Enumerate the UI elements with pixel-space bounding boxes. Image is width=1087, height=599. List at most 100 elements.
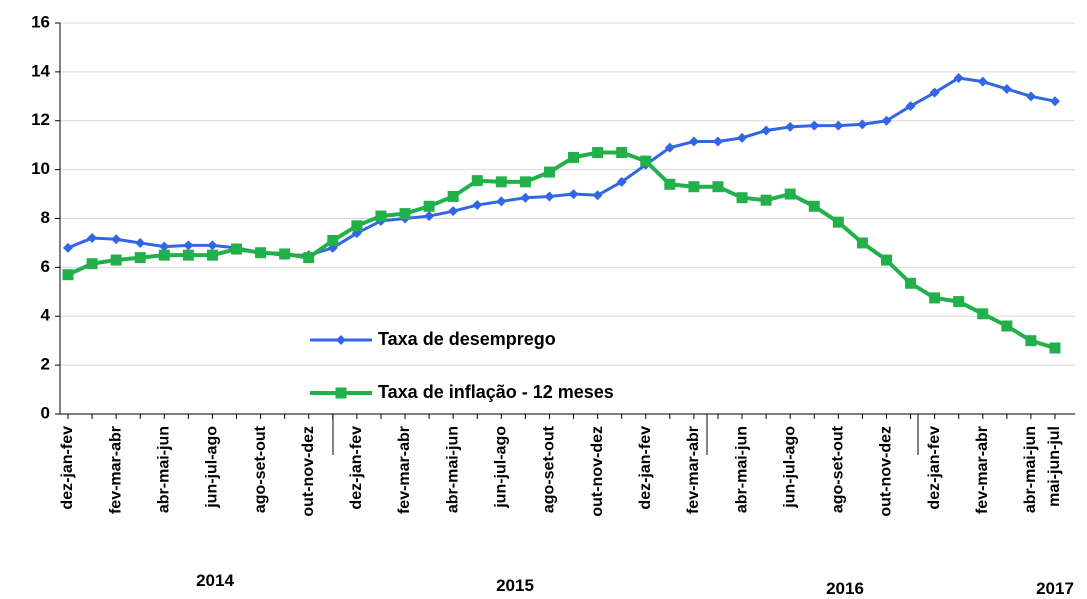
year-label: 2015 bbox=[496, 576, 534, 595]
data-point bbox=[640, 155, 652, 167]
data-point bbox=[447, 191, 459, 203]
data-point bbox=[86, 258, 98, 270]
y-tick-label: 12 bbox=[31, 110, 50, 129]
data-point bbox=[303, 252, 315, 264]
data-point bbox=[1001, 320, 1013, 332]
data-point bbox=[424, 211, 435, 222]
data-point bbox=[761, 125, 772, 136]
x-tick-label: jun-jul-ago bbox=[493, 426, 510, 509]
data-point bbox=[327, 234, 339, 246]
data-point bbox=[688, 181, 700, 193]
data-point bbox=[736, 192, 748, 204]
data-point bbox=[207, 240, 218, 251]
data-point bbox=[135, 237, 146, 248]
data-point bbox=[520, 192, 531, 203]
x-tick-label: mai-jun-jul bbox=[1046, 426, 1063, 507]
data-point bbox=[182, 249, 194, 261]
data-point bbox=[592, 147, 604, 159]
x-tick-label: abr-mai-jun bbox=[733, 426, 750, 513]
data-point bbox=[158, 249, 170, 261]
data-point bbox=[929, 292, 941, 304]
data-point bbox=[399, 208, 411, 220]
data-point bbox=[905, 277, 917, 289]
data-point bbox=[183, 240, 194, 251]
data-point bbox=[760, 194, 772, 206]
data-point bbox=[1025, 335, 1037, 347]
data-point bbox=[159, 241, 170, 252]
x-tick-label: dez-jan-fev bbox=[637, 426, 654, 510]
data-point bbox=[664, 142, 675, 153]
data-point bbox=[809, 120, 820, 131]
x-tick-label: abr-mai-jun bbox=[156, 426, 173, 513]
x-tick-label: dez-jan-fev bbox=[926, 426, 943, 510]
legend-label: Taxa de desemprego bbox=[378, 329, 556, 349]
x-tick-label: ago-set-out bbox=[830, 425, 847, 513]
data-point bbox=[616, 176, 627, 187]
data-point bbox=[712, 181, 724, 193]
data-point bbox=[423, 200, 435, 212]
data-point bbox=[905, 101, 916, 112]
data-point bbox=[255, 247, 267, 259]
data-point bbox=[279, 248, 291, 260]
data-point bbox=[110, 254, 122, 266]
data-point bbox=[712, 136, 723, 147]
data-point bbox=[1025, 91, 1036, 102]
data-point bbox=[832, 216, 844, 228]
x-tick-label: dez-jan-fev bbox=[59, 426, 76, 510]
data-point bbox=[881, 115, 892, 126]
data-point bbox=[737, 132, 748, 143]
y-tick-label: 6 bbox=[41, 257, 50, 276]
x-tick-label: fev-mar-abr bbox=[974, 426, 991, 514]
data-point bbox=[857, 119, 868, 130]
y-tick-label: 8 bbox=[41, 208, 50, 227]
data-point bbox=[929, 87, 940, 98]
data-point bbox=[472, 200, 483, 211]
x-tick-label: dez-jan-fev bbox=[348, 426, 365, 510]
data-point bbox=[784, 188, 796, 200]
legend-marker bbox=[336, 335, 346, 345]
x-tick-label: jun-jul-ago bbox=[204, 426, 221, 509]
data-point bbox=[231, 243, 243, 255]
year-label: 2014 bbox=[196, 571, 234, 590]
y-tick-label: 10 bbox=[31, 159, 50, 178]
data-point bbox=[856, 237, 868, 249]
data-point bbox=[495, 176, 507, 188]
data-point bbox=[1001, 83, 1012, 94]
x-tick-label: out-nov-dez bbox=[878, 426, 895, 517]
x-tick-label: ago-set-out bbox=[252, 425, 269, 513]
x-tick-label: fev-mar-abr bbox=[685, 426, 702, 514]
legend-marker bbox=[335, 387, 347, 399]
x-tick-label: jun-jul-ago bbox=[781, 426, 798, 509]
data-point bbox=[87, 233, 98, 244]
data-point bbox=[568, 151, 580, 163]
data-point bbox=[543, 166, 555, 178]
data-point bbox=[519, 176, 531, 188]
x-tick-label: fev-mar-abr bbox=[107, 426, 124, 514]
legend-label: Taxa de inflação - 12 meses bbox=[378, 382, 614, 402]
data-point bbox=[111, 234, 122, 245]
data-point bbox=[375, 210, 387, 222]
data-point bbox=[134, 252, 146, 264]
data-point bbox=[592, 190, 603, 201]
data-point bbox=[880, 254, 892, 266]
data-point bbox=[1050, 96, 1060, 107]
data-point bbox=[688, 136, 699, 147]
x-tick-label: abr-mai-jun bbox=[444, 426, 461, 513]
data-point bbox=[785, 121, 796, 132]
y-tick-label: 14 bbox=[31, 61, 50, 80]
x-tick-label: ago-set-out bbox=[541, 425, 558, 513]
x-tick-label: out-nov-dez bbox=[589, 426, 606, 517]
data-point bbox=[953, 72, 964, 83]
year-label: 2017 bbox=[1036, 579, 1074, 598]
data-point bbox=[977, 76, 988, 87]
y-tick-label: 4 bbox=[41, 306, 51, 325]
data-point bbox=[833, 120, 844, 131]
y-tick-label: 16 bbox=[31, 12, 50, 31]
data-point bbox=[808, 200, 820, 212]
data-point bbox=[977, 308, 989, 320]
data-point bbox=[953, 296, 965, 308]
y-tick-label: 2 bbox=[41, 355, 50, 374]
x-tick-label: fev-mar-abr bbox=[396, 426, 413, 514]
x-tick-label: out-nov-dez bbox=[300, 426, 317, 517]
